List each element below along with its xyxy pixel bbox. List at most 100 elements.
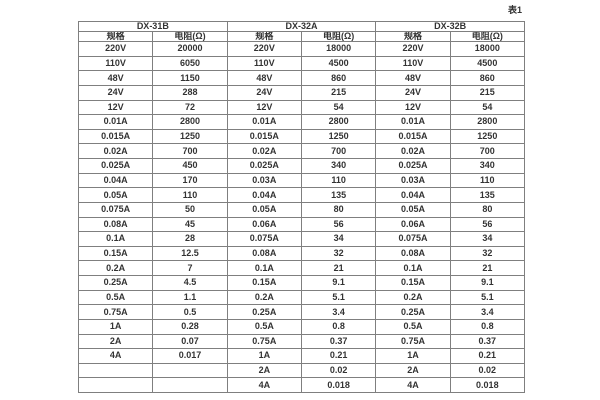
table-row: 0.75A 0.5 0.25A 3.4 0.25A 3.4 xyxy=(77,304,526,320)
group-header-row: DX-31B DX-32A DX-32B xyxy=(78,21,525,32)
table-row: 2A 0.02 2A 0.02 xyxy=(77,362,526,379)
table-row: 110V 6050 110V 4500 110V 4500 xyxy=(77,55,526,72)
spec-cell: 0.02A xyxy=(375,143,451,159)
resistance-cell: 1250 xyxy=(449,128,526,145)
spec-cell: 220V xyxy=(77,41,154,57)
resistance-cell: 4500 xyxy=(449,55,526,72)
spec-cell: 48V xyxy=(226,70,302,86)
resistance-cell: 5.1 xyxy=(449,289,526,306)
spec-cell: 0.01A xyxy=(77,114,154,130)
spec-cell: 48V xyxy=(77,70,154,86)
resistance-cell: 135 xyxy=(300,187,377,203)
resistance-cell: 450 xyxy=(152,158,228,174)
spec-cell: 0.04A xyxy=(375,187,451,203)
resistance-cell: 2800 xyxy=(449,114,526,130)
resistance-cell: 18000 xyxy=(449,41,526,57)
spec-cell: 0.75A xyxy=(77,304,154,320)
resistance-cell: 2800 xyxy=(300,114,377,130)
spec-cell: 1A xyxy=(226,348,302,364)
spec-cell: 12V xyxy=(77,99,154,116)
table-row: 1A 0.28 0.5A 0.8 0.5A 0.8 xyxy=(77,318,526,335)
table-row: 0.25A 4.5 0.15A 9.1 0.15A 9.1 xyxy=(77,275,526,291)
spec-cell: 0.02A xyxy=(226,143,302,159)
spec-cell: 0.25A xyxy=(226,304,302,320)
spec-cell: 2A xyxy=(226,362,302,379)
spec-cell: 0.1A xyxy=(77,231,154,247)
resistance-cell: 110 xyxy=(449,172,526,189)
spec-column-header: 规格 xyxy=(77,31,154,42)
table-row: 48V 1150 48V 860 48V 860 xyxy=(77,70,526,86)
spec-cell: 0.05A xyxy=(375,201,451,218)
resistance-cell: 215 xyxy=(449,84,526,101)
table-row: 0.1A 28 0.075A 34 0.075A 34 xyxy=(77,231,526,247)
spec-cell: 0.1A xyxy=(375,260,451,276)
spec-cell: 0.1A xyxy=(226,260,302,276)
spec-cell: 220V xyxy=(226,41,302,57)
table-row: 0.15A 12.5 0.08A 32 0.08A 32 xyxy=(77,245,526,262)
resistance-cell: 0.02 xyxy=(449,362,526,379)
spec-cell: 0.75A xyxy=(226,333,302,350)
table-row: 0.04A 170 0.03A 110 0.03A 110 xyxy=(77,172,526,189)
resistance-cell: 0.28 xyxy=(152,318,228,335)
resistance-cell: 28 xyxy=(152,231,228,247)
spec-cell: 0.08A xyxy=(77,216,154,233)
spec-cell: 24V xyxy=(375,84,451,101)
table-row: 0.5A 1.1 0.2A 5.1 0.2A 5.1 xyxy=(77,289,526,306)
spec-cell: 2A xyxy=(375,362,451,379)
spec-cell: 12V xyxy=(226,99,302,116)
resistance-cell: 18000 xyxy=(300,41,377,57)
resistance-cell: 170 xyxy=(152,172,228,189)
resistance-cell: 54 xyxy=(300,99,377,116)
spec-cell: 1A xyxy=(77,318,154,335)
resistance-cell: 7 xyxy=(152,260,228,276)
resistance-cell: 340 xyxy=(449,158,526,174)
spec-cell: 0.01A xyxy=(226,114,302,130)
resistance-cell: 45 xyxy=(152,216,228,233)
spec-cell xyxy=(77,377,154,393)
spec-cell: 24V xyxy=(226,84,302,101)
resistance-cell: 0.21 xyxy=(300,348,377,364)
spec-cell: 0.2A xyxy=(375,289,451,306)
table-head: DX-31B DX-32A DX-32B 规格 电阻(Ω) 规格 电阻(Ω) 规… xyxy=(77,21,526,42)
spec-cell: 0.06A xyxy=(226,216,302,233)
resistance-cell: 5.1 xyxy=(300,289,377,306)
spec-cell: 0.2A xyxy=(226,289,302,306)
spec-column-header: 规格 xyxy=(375,31,451,42)
resistance-cell: 80 xyxy=(300,201,377,218)
table-row: 0.08A 45 0.06A 56 0.06A 56 xyxy=(77,216,526,233)
spec-cell: 0.01A xyxy=(375,114,451,130)
resistance-cell: 0.8 xyxy=(300,318,377,335)
resistance-cell: 56 xyxy=(300,216,377,233)
resistance-cell: 21 xyxy=(449,260,526,276)
table-row: 0.015A 1250 0.015A 1250 0.015A 1250 xyxy=(77,128,526,145)
spec-cell: 0.04A xyxy=(77,172,154,189)
resistance-cell: 32 xyxy=(300,245,377,262)
resistance-cell: 860 xyxy=(449,70,526,86)
resistance-cell: 0.8 xyxy=(449,318,526,335)
table-body: 220V 20000 220V 18000 220V 18000 110V 6050 110V 4… xyxy=(77,41,526,393)
resistance-cell: 110 xyxy=(300,172,377,189)
resistance-cell: 0.37 xyxy=(300,333,377,350)
spec-cell: 0.15A xyxy=(77,245,154,262)
resistance-cell: 340 xyxy=(300,158,377,174)
table-row: 0.2A 7 0.1A 21 0.1A 21 xyxy=(77,260,526,276)
resistance-cell: 4500 xyxy=(300,55,377,72)
resistance-cell: 0.017 xyxy=(152,348,228,364)
spec-column-header: 规格 xyxy=(226,31,302,42)
spec-cell: 0.06A xyxy=(375,216,451,233)
spec-cell: 4A xyxy=(226,377,302,393)
table-row: 220V 20000 220V 18000 220V 18000 xyxy=(77,41,526,57)
resistance-cell: 72 xyxy=(152,99,228,116)
resistance-cell: 3.4 xyxy=(300,304,377,320)
table-row: 0.05A 110 0.04A 135 0.04A 135 xyxy=(77,187,526,203)
spec-cell: 0.075A xyxy=(375,231,451,247)
resistance-table: DX-31B DX-32A DX-32B 规格 电阻(Ω) 规格 电阻(Ω) 规… xyxy=(77,21,526,393)
spec-cell: 0.025A xyxy=(77,158,154,174)
group-header-dx32a: DX-32A xyxy=(226,21,377,32)
spec-cell: 0.05A xyxy=(77,187,154,203)
resistance-cell: 32 xyxy=(449,245,526,262)
spec-cell: 0.015A xyxy=(77,128,154,145)
spec-cell: 110V xyxy=(226,55,302,72)
table-row: 0.025A 450 0.025A 340 0.025A 340 xyxy=(77,158,526,174)
table-row: 0.02A 700 0.02A 700 0.02A 700 xyxy=(77,143,526,159)
